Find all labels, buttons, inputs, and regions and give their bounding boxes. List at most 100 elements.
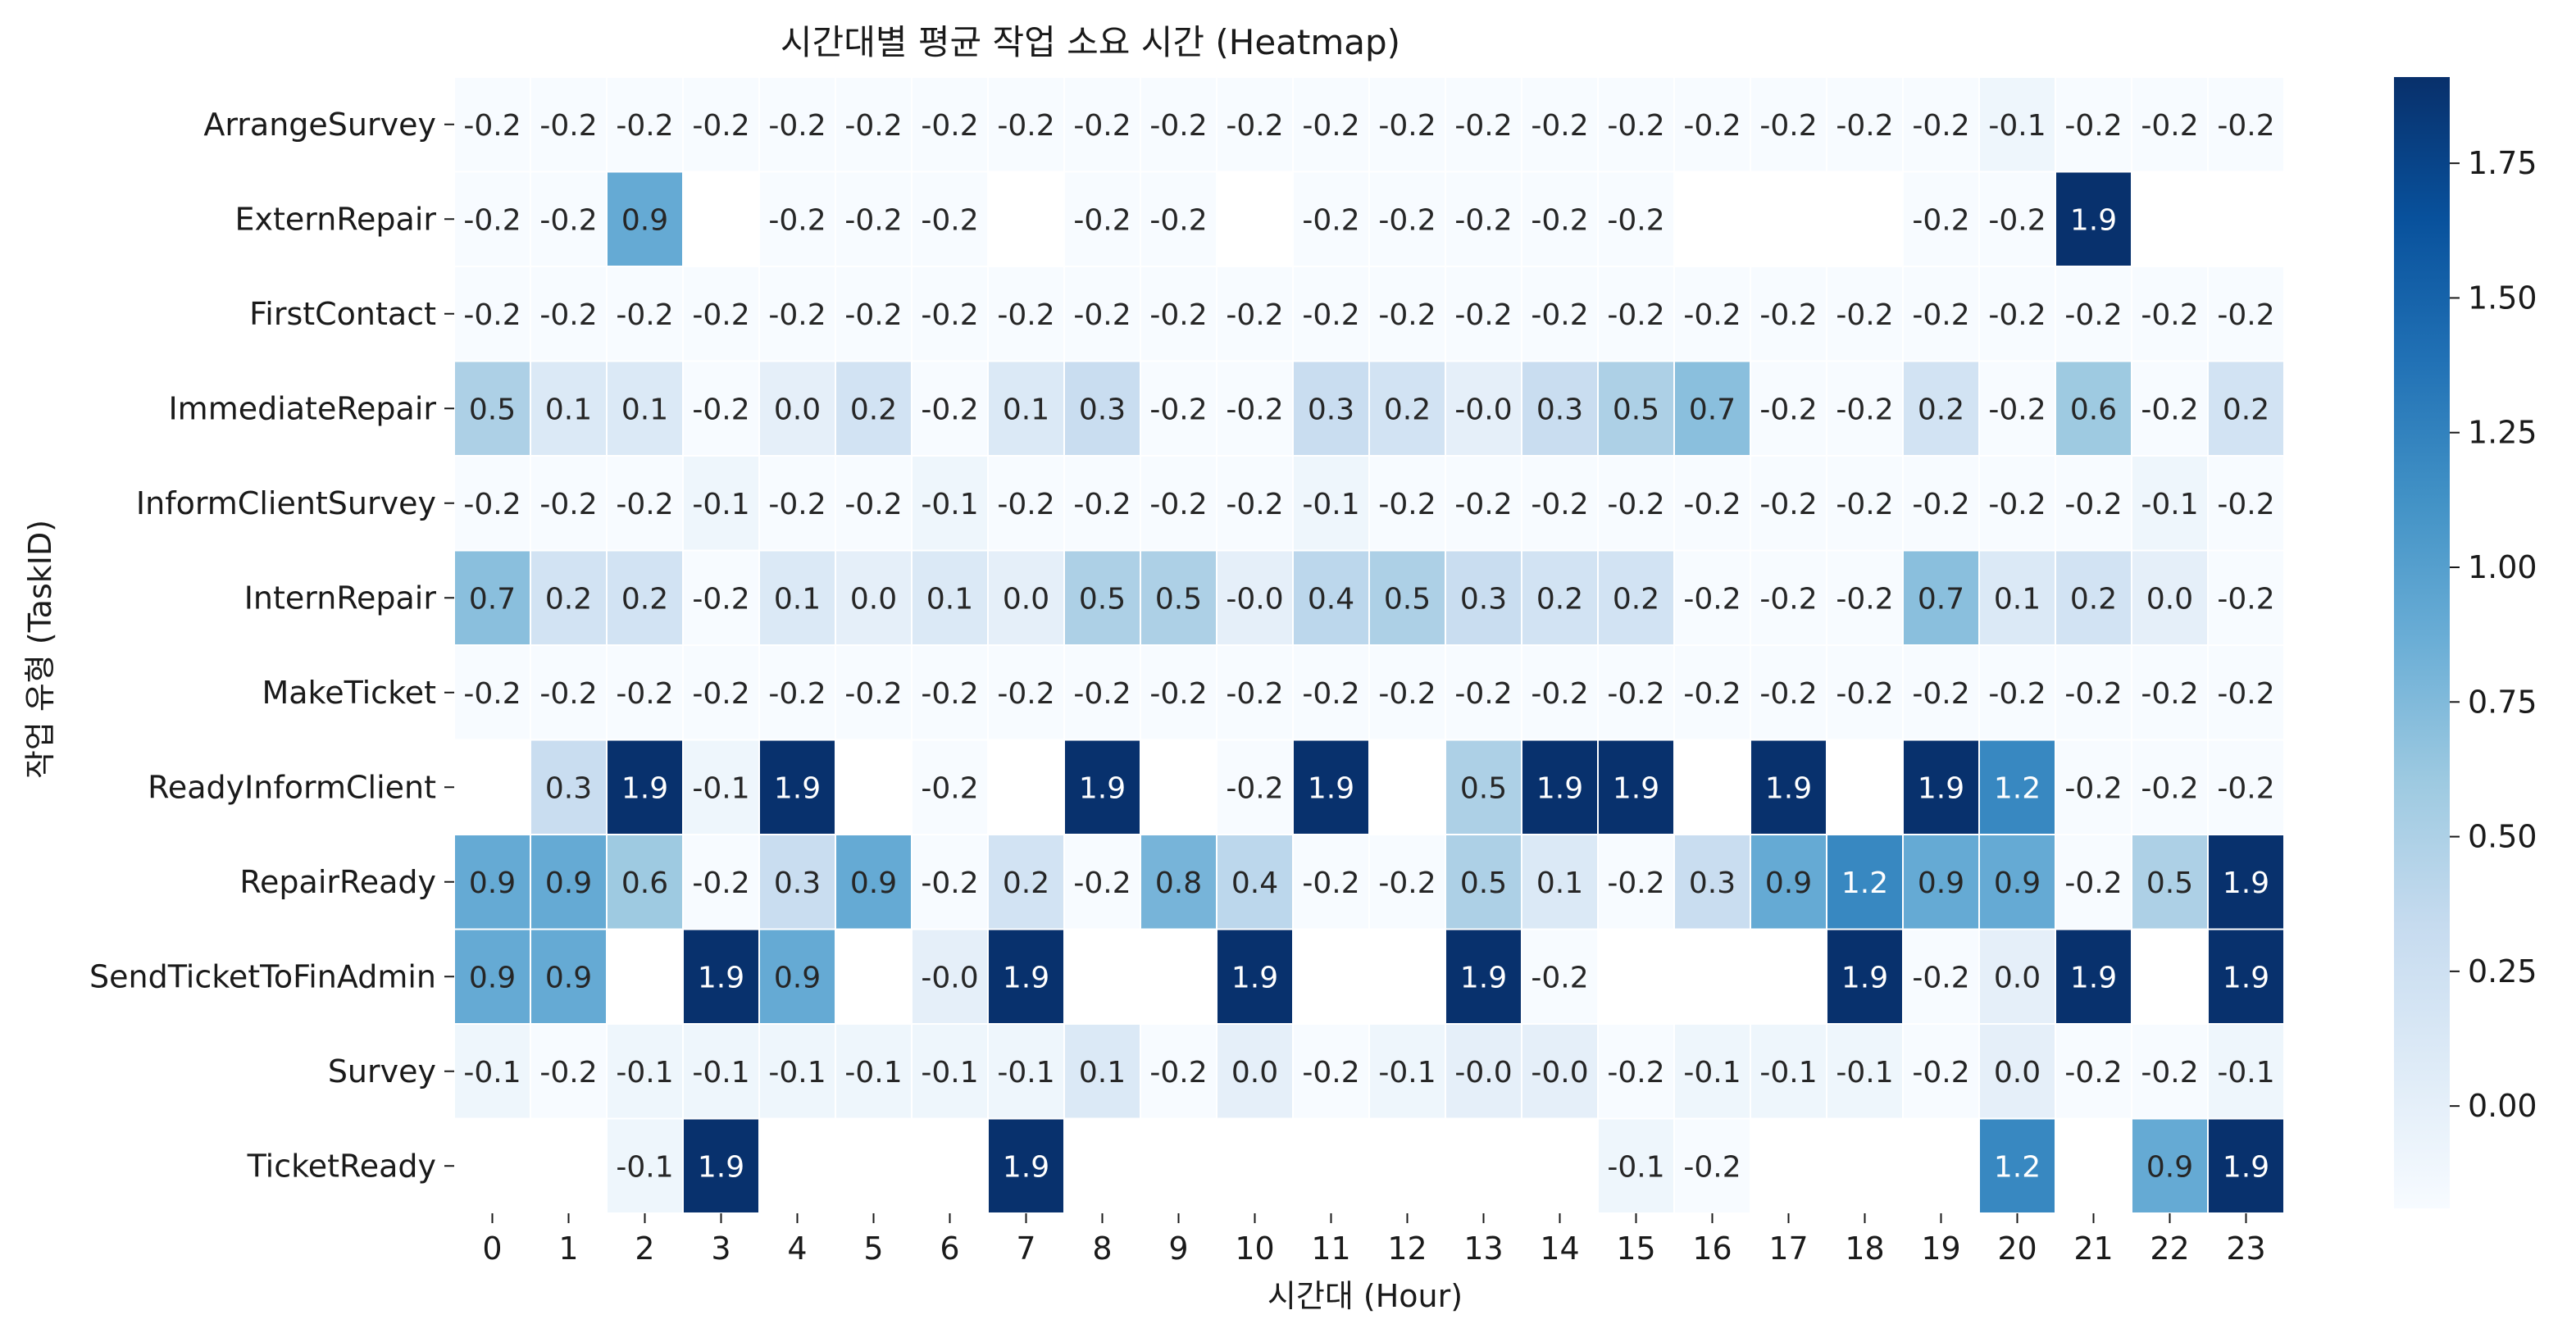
cell-value-label: -0.2 — [463, 488, 521, 521]
cell-value-label: -0.2 — [2217, 582, 2274, 616]
heatmap-cell — [1140, 644, 1217, 741]
heatmap-cell — [1445, 76, 1522, 173]
cell-value-label: -0.1 — [463, 1056, 521, 1090]
cell-value-label: 0.2 — [2223, 393, 2269, 426]
heatmap-cell — [1750, 834, 1827, 930]
cell-value-label: -0.1 — [616, 1056, 673, 1090]
heatmap-cell — [1597, 834, 1675, 930]
cell-value-label: 0.5 — [1079, 582, 1126, 616]
cell-value-label: -0.1 — [2217, 1056, 2274, 1090]
heatmap-cell — [1750, 644, 1827, 741]
heatmap-cell — [2207, 1023, 2285, 1120]
heatmap-cell — [1826, 455, 1904, 552]
cell-value-label: -0.2 — [692, 298, 749, 332]
heatmap-cell — [1978, 266, 2056, 362]
cell-value-label: -0.2 — [1683, 582, 1741, 616]
y-axis-label: 작업 유형 (TaskID) — [22, 520, 58, 779]
cell-value-label: -0.2 — [2064, 488, 2122, 521]
heatmap-cell — [606, 171, 684, 267]
cell-value-label: 1.9 — [2223, 1150, 2269, 1184]
heatmap-cell — [1521, 549, 1599, 646]
cell-value-label: 0.2 — [545, 582, 592, 616]
cell-value-label: 1.9 — [1841, 961, 1888, 994]
cell-value-label: 1.9 — [698, 1150, 744, 1184]
heatmap-cell — [1673, 360, 1751, 457]
cell-value-label: -0.1 — [1378, 1056, 1436, 1090]
cell-value-label: 0.0 — [2146, 582, 2193, 616]
cell-value-label: -0.2 — [1683, 109, 1741, 143]
heatmap-cell — [1521, 928, 1599, 1025]
heatmap-cell — [1597, 549, 1675, 646]
heatmap-cell — [2207, 549, 2285, 646]
heatmap-cell — [1216, 1023, 1294, 1120]
heatmap-cell — [1826, 1023, 1904, 1120]
cell-value-label: 1.9 — [2223, 961, 2269, 994]
cell-value-label: -0.2 — [692, 867, 749, 900]
heatmap-cell — [1902, 928, 1980, 1025]
heatmap-cell — [987, 266, 1065, 362]
cell-value-label: -0.2 — [1683, 1150, 1741, 1184]
cell-value-label: -0.2 — [1531, 109, 1588, 143]
cell-value-label: 0.1 — [1994, 582, 2041, 616]
x-tick-label: 4 — [787, 1231, 807, 1267]
cell-value-label: -0.2 — [1454, 677, 1512, 711]
heatmap-cell — [911, 266, 989, 362]
cell-value-label: -0.2 — [768, 677, 826, 711]
cell-value-label: -0.2 — [539, 109, 597, 143]
cell-value-label: -0.2 — [2064, 1056, 2122, 1090]
cell-value-label: 0.5 — [1155, 582, 1202, 616]
heatmap-cell — [606, 549, 684, 646]
cell-value-label: -0.2 — [1988, 488, 2046, 521]
cell-value-label: -0.2 — [997, 488, 1054, 521]
heatmap-cell — [530, 76, 608, 173]
cell-value-label: -0.2 — [1607, 488, 1664, 521]
cell-value-label: -0.2 — [1683, 298, 1741, 332]
x-axis-label: 시간대 (Hour) — [1268, 1278, 1463, 1314]
heatmap-cell — [2207, 834, 2285, 930]
heatmap-cell — [1140, 834, 1217, 930]
cell-value-label: -0.2 — [463, 203, 521, 237]
heatmap-cell — [2207, 360, 2285, 457]
cell-value-label: 0.0 — [1003, 582, 1049, 616]
cell-value-label: -0.2 — [2064, 109, 2122, 143]
heatmap-cell — [1826, 928, 1904, 1025]
cell-value-label: -0.2 — [1531, 203, 1588, 237]
heatmap-cell — [1597, 171, 1675, 267]
heatmap-cell — [758, 171, 836, 267]
heatmap-cell — [2131, 360, 2209, 457]
cell-value-label: 0.4 — [1308, 582, 1354, 616]
cell-value-label: 0.1 — [926, 582, 973, 616]
cell-value-label: -0.2 — [1912, 1056, 1969, 1090]
colorbar-ticks: 0.00 0.25 0.50 0.75 1.00 1.25 1.50 1.75 — [2450, 145, 2537, 1124]
heatmap-cell — [1826, 266, 1904, 362]
heatmap-cell — [1597, 455, 1675, 552]
heatmap-cell — [1673, 1023, 1751, 1120]
cell-value-label: -0.2 — [1454, 203, 1512, 237]
heatmap-cell — [1750, 76, 1827, 173]
cell-value-label: -0.2 — [1912, 488, 1969, 521]
cell-value-label: -0.2 — [1454, 109, 1512, 143]
cell-value-label: 1.2 — [1994, 771, 2041, 805]
heatmap-cell — [1063, 266, 1141, 362]
colorbar-tick-label: 0.75 — [2468, 684, 2537, 720]
x-tick-label: 7 — [1016, 1231, 1035, 1267]
cell-value-label: -0.2 — [921, 109, 978, 143]
heatmap-cell — [530, 644, 608, 741]
heatmap-cell — [1292, 360, 1370, 457]
heatmap-cell — [453, 455, 531, 552]
cell-value-label: -0.2 — [463, 298, 521, 332]
heatmap-cell — [1521, 1023, 1599, 1120]
heatmap-cell — [2207, 455, 2285, 552]
cell-value-label: -0.2 — [1302, 109, 1359, 143]
heatmap-cell — [2055, 928, 2132, 1025]
heatmap-cell — [530, 1023, 608, 1120]
x-tick-label: 16 — [1692, 1231, 1732, 1267]
cell-value-label: -0.2 — [2141, 771, 2198, 805]
cell-value-label: 1.2 — [1994, 1150, 2041, 1184]
heatmap-cell — [1445, 360, 1522, 457]
x-tick-label: 19 — [1921, 1231, 1960, 1267]
cell-value-label: -0.2 — [1073, 109, 1131, 143]
cell-value-label: 1.9 — [1079, 771, 1126, 805]
heatmap-cell — [1978, 171, 2056, 267]
cell-value-label: 0.1 — [1003, 393, 1049, 426]
